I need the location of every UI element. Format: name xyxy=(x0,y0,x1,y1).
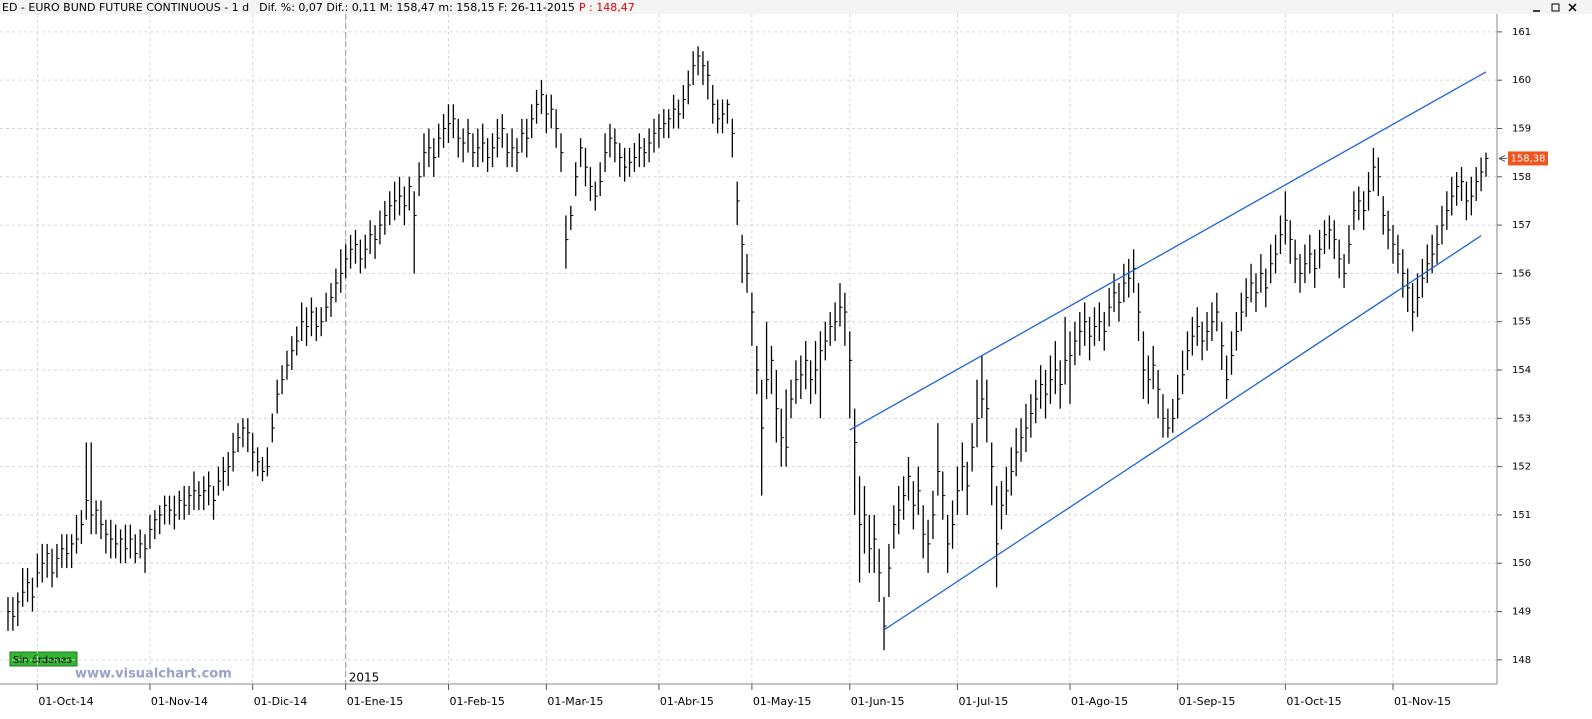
x-tick-label: 01-Ago-15 xyxy=(1071,695,1128,708)
header-title: ED - EURO BUND FUTURE CONTINUOUS - 1 d xyxy=(2,1,249,14)
last-price-tag xyxy=(1508,151,1548,166)
year-label: 2015 xyxy=(349,671,380,685)
header: ED - EURO BUND FUTURE CONTINUOUS - 1 d Di… xyxy=(2,1,635,14)
y-tick-label: 148 xyxy=(1512,655,1531,666)
y-tick-label: 153 xyxy=(1512,413,1531,424)
restore-button[interactable] xyxy=(1551,3,1560,12)
y-tick-label: 161 xyxy=(1512,27,1531,38)
close-button[interactable] xyxy=(1568,3,1577,12)
x-tick-label: 01-Nov-14 xyxy=(151,695,208,708)
y-tick-label: 151 xyxy=(1512,510,1531,521)
header-bar xyxy=(0,0,1592,14)
y-tick-label: 159 xyxy=(1512,123,1531,134)
y-tick-label: 158 xyxy=(1512,172,1531,183)
x-tick-label: 01-May-15 xyxy=(753,695,811,708)
y-tick-label: 152 xyxy=(1512,462,1531,473)
y-tick-label: 149 xyxy=(1512,607,1531,618)
y-tick-label: 156 xyxy=(1512,268,1531,279)
y-tick-label: 155 xyxy=(1512,317,1531,328)
x-tick-label: 01-Sep-15 xyxy=(1179,695,1236,708)
x-tick-label: 01-Mar-15 xyxy=(547,695,603,708)
header-stats: Dif. %: 0,07 Dif.: 0,11 M: 158,47 m: 158… xyxy=(259,1,575,14)
x-tick-label: 01-Oct-15 xyxy=(1286,695,1341,708)
x-tick-label: 01-Feb-15 xyxy=(449,695,504,708)
x-tick-label: 01-Nov-15 xyxy=(1394,695,1451,708)
window-buttons[interactable] xyxy=(1533,3,1577,12)
y-tick-label: 150 xyxy=(1512,558,1531,569)
y-tick-label: 157 xyxy=(1512,220,1531,231)
trend-line xyxy=(849,71,1487,431)
y-tick-label: 160 xyxy=(1512,75,1531,86)
trend-line xyxy=(883,235,1482,631)
x-tick-label: 01-Jul-15 xyxy=(958,695,1008,708)
last-price-label: 158,38 xyxy=(1511,153,1546,164)
marks xyxy=(7,46,1489,651)
x-tick-label: 01-Ene-15 xyxy=(347,695,404,708)
x-tick-label: 01-Abr-15 xyxy=(660,695,714,708)
header-price: P : 148,47 xyxy=(579,1,635,14)
y-tick-label: 154 xyxy=(1512,365,1531,376)
x-tick-label: 01-Oct-14 xyxy=(38,695,93,708)
last-price-arrow xyxy=(1498,154,1507,162)
orders-button[interactable] xyxy=(9,651,78,667)
watermark: www.visualchart.com xyxy=(75,667,232,682)
x-tick-label: 01-Dic-14 xyxy=(254,695,308,708)
x-tick-label: 01-Jun-15 xyxy=(851,695,905,708)
